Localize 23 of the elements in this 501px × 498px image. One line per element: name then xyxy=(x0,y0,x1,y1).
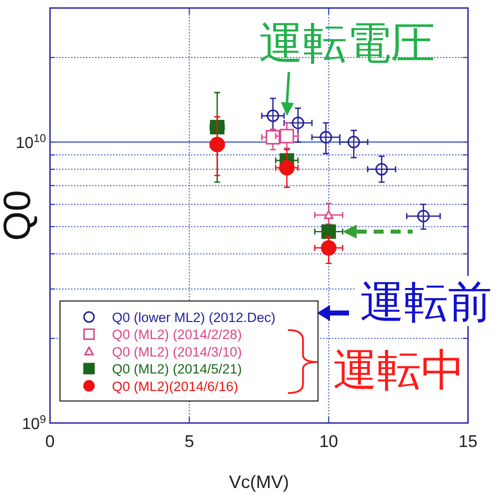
point xyxy=(321,224,336,239)
x-tick-label: 0 xyxy=(45,432,55,451)
y-tick-label: 10$^{10}$ xyxy=(16,133,46,152)
x-tick-label: 5 xyxy=(184,432,194,451)
annotation: 運転電圧 xyxy=(259,18,435,69)
point xyxy=(280,128,294,144)
y-tick-label: 10$^{9}$ xyxy=(22,414,46,433)
point xyxy=(279,160,295,176)
point xyxy=(266,130,280,145)
x-tick-label: 15 xyxy=(458,432,478,451)
annotation: 運転中 xyxy=(333,345,465,396)
legend-label: Q0 (ML2) (2014/2/28) xyxy=(112,327,242,342)
point xyxy=(324,210,334,219)
legend-label: Q0 (lower ML2) (2012.Dec) xyxy=(112,310,276,325)
point xyxy=(209,136,225,152)
legend-label: Q0 (ML2) (2014/3/10) xyxy=(112,344,242,360)
annotation: 運転前 xyxy=(360,277,492,328)
legend-label: Q0 (ML2) (2014/5/21) xyxy=(112,362,242,377)
legend-label: Q0 (ML2)(2014/6/16) xyxy=(112,378,238,394)
point xyxy=(320,240,336,256)
y-axis-title: Q0 xyxy=(0,190,39,241)
x-axis-title: Vc(MV) xyxy=(229,472,289,492)
x-tick-label: 10 xyxy=(319,432,338,451)
